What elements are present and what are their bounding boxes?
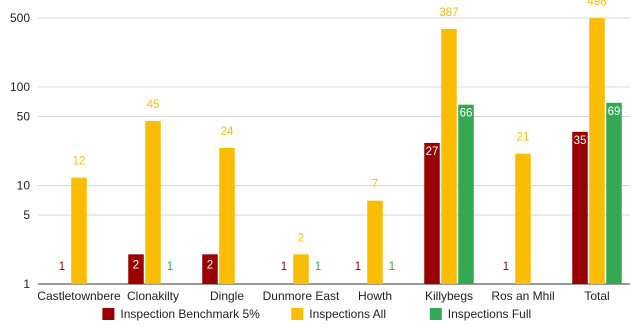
data-label: 35 <box>574 135 587 147</box>
data-label: 387 <box>439 7 458 19</box>
data-label: 69 <box>608 106 621 118</box>
legend-item: Inspection Benchmark 5% <box>102 307 260 321</box>
data-label: 1 <box>503 261 509 273</box>
legend-swatch <box>429 308 442 320</box>
y-tick-label: 1 <box>23 277 30 291</box>
x-tick-label: Dunmore East <box>263 289 340 303</box>
x-tick-label: Castletownbere <box>37 289 121 303</box>
legend-swatch <box>291 308 304 320</box>
x-axis: Castletownbere Clonakilty Dingle Dunmore Ea… <box>37 289 609 303</box>
bar-castletownbere-inspections-all <box>71 177 87 284</box>
data-label: 2 <box>133 259 139 271</box>
legend: Inspection Benchmark 5% Inspections All In… <box>102 307 531 321</box>
y-tick-label: 100 <box>10 80 30 94</box>
data-label: 45 <box>147 99 160 111</box>
data-label: 1 <box>167 261 173 273</box>
data-label: 2 <box>298 232 304 244</box>
data-label: 12 <box>73 156 86 168</box>
bar-total-inspections-full <box>606 102 622 285</box>
legend-item: Inspections All <box>291 307 386 321</box>
y-tick-label: 500 <box>10 11 30 25</box>
legend-label: Inspections All <box>309 307 386 321</box>
x-tick-label: Howth <box>358 289 392 303</box>
y-axis: 1 5 10 50 100 500 <box>10 11 30 291</box>
bar-clonakilty-inspections-all <box>145 121 161 284</box>
bar-clonakilty-inspection-benchmark-5- <box>128 254 144 284</box>
bar-killybegs-inspection-benchmark-5- <box>424 142 440 284</box>
data-label: 498 <box>587 0 606 8</box>
legend-swatch <box>102 308 115 320</box>
bar-total-inspection-benchmark-5- <box>572 131 588 284</box>
data-label: 1 <box>59 261 65 273</box>
x-tick-label: Clonakilty <box>127 289 179 303</box>
data-label: 66 <box>460 108 473 120</box>
bar-dunmore-east-inspections-all <box>293 254 309 284</box>
bar-killybegs-inspections-all <box>441 28 457 285</box>
data-label: 24 <box>221 126 234 138</box>
data-label: 1 <box>281 261 287 273</box>
data-label: 1 <box>355 261 361 273</box>
data-label: 1 <box>389 261 395 273</box>
bars <box>71 18 622 285</box>
y-tick-label: 10 <box>17 178 31 192</box>
x-tick-label: Ros an Mhil <box>491 289 554 303</box>
bar-killybegs-inspections-full <box>458 104 474 284</box>
bar-howth-inspections-all <box>367 200 383 284</box>
legend-label: Inspections Full <box>448 307 531 321</box>
bar-ros-an-mhil-inspections-all <box>515 153 531 284</box>
data-label: 27 <box>426 146 439 158</box>
legend-item: Inspections Full <box>429 307 531 321</box>
x-tick-label: Total <box>584 289 609 303</box>
x-tick-label: Killybegs <box>425 289 473 303</box>
x-tick-label: Dingle <box>210 289 244 303</box>
bar-total-inspections-all <box>589 18 605 285</box>
data-label: 21 <box>517 132 530 144</box>
data-label: 2 <box>207 259 213 271</box>
y-tick-label: 50 <box>17 110 31 124</box>
bar-dingle-inspections-all <box>219 147 235 284</box>
y-tick-label: 5 <box>23 208 30 222</box>
bar-dingle-inspection-benchmark-5- <box>202 254 218 284</box>
data-label: 1 <box>315 261 321 273</box>
gridlines <box>38 17 630 285</box>
data-label: 7 <box>372 179 378 191</box>
legend-label: Inspection Benchmark 5% <box>120 307 260 321</box>
